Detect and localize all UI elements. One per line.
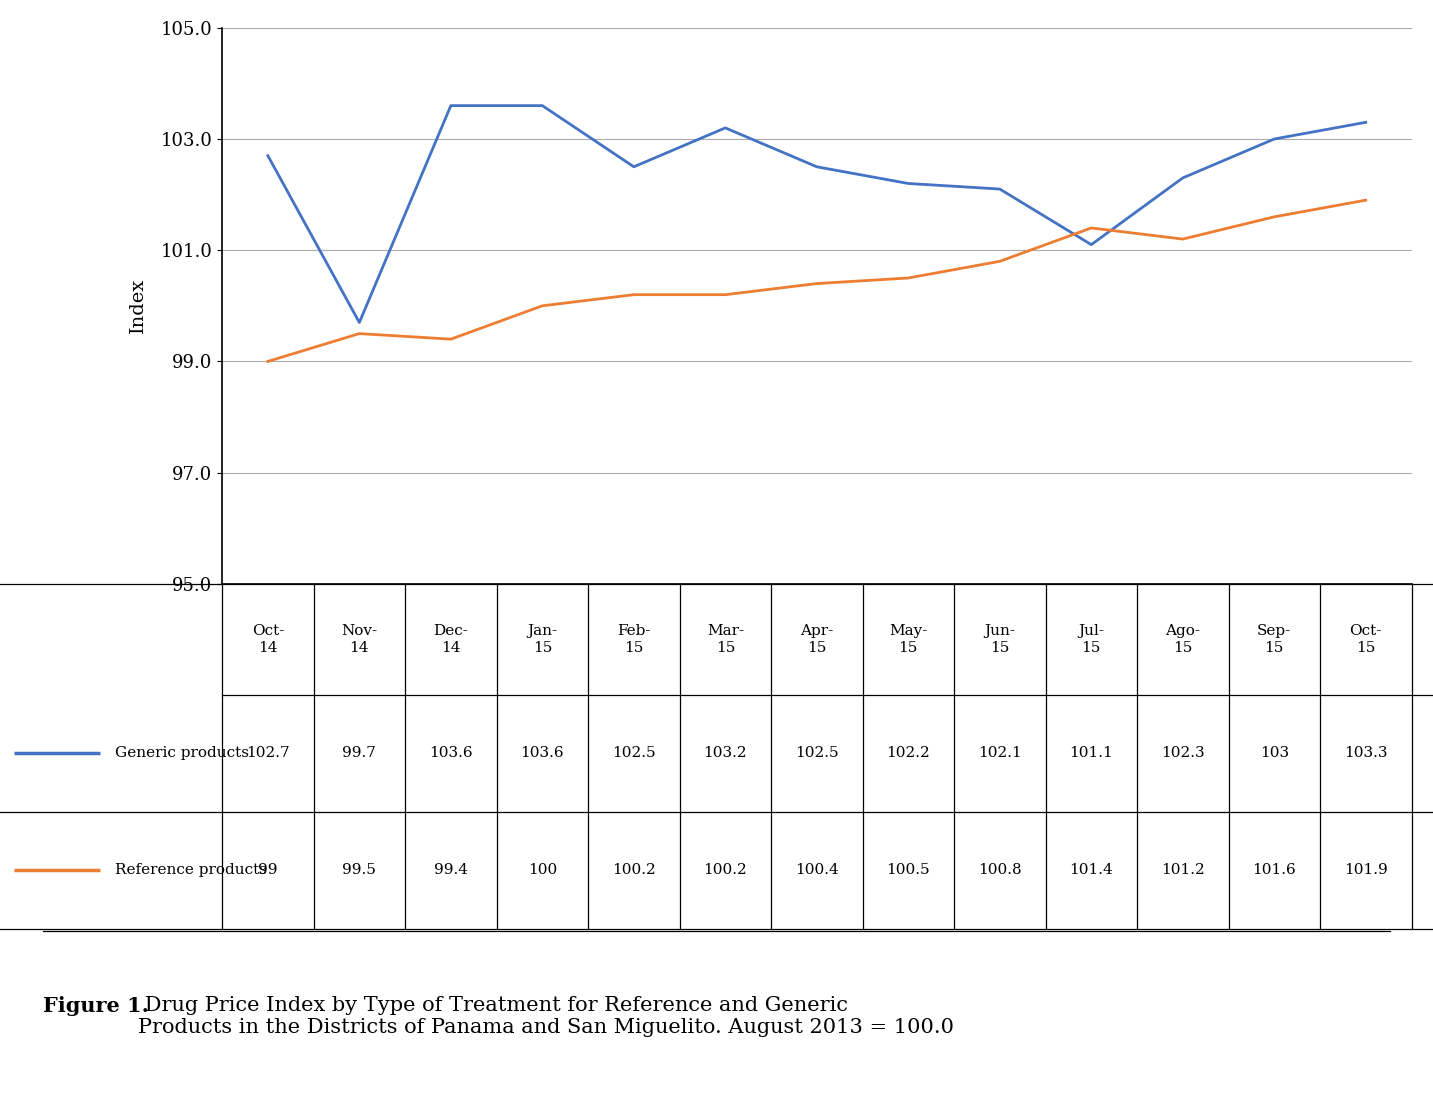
- Text: Oct-
14: Oct- 14: [252, 624, 284, 655]
- Text: 102.3: 102.3: [1161, 746, 1205, 761]
- Text: Jul-
15: Jul- 15: [1078, 624, 1105, 655]
- Text: 102.5: 102.5: [795, 746, 838, 761]
- Text: 102.5: 102.5: [612, 746, 656, 761]
- Text: 100.8: 100.8: [977, 863, 1022, 877]
- Y-axis label: Index: Index: [129, 278, 146, 334]
- Text: 99.4: 99.4: [434, 863, 467, 877]
- Text: Apr-
15: Apr- 15: [800, 624, 834, 655]
- Text: Jun-
15: Jun- 15: [984, 624, 1016, 655]
- Text: 100.4: 100.4: [795, 863, 838, 877]
- Text: Ago-
15: Ago- 15: [1165, 624, 1201, 655]
- Text: Feb-
15: Feb- 15: [618, 624, 651, 655]
- Text: 102.7: 102.7: [246, 746, 289, 761]
- Text: Drug Price Index by Type of Treatment for Reference and Generic
Products in the : Drug Price Index by Type of Treatment fo…: [138, 996, 953, 1037]
- Text: Jan-
15: Jan- 15: [527, 624, 557, 655]
- Text: 101.4: 101.4: [1069, 863, 1113, 877]
- Text: Sep-
15: Sep- 15: [1257, 624, 1291, 655]
- Text: 99: 99: [258, 863, 278, 877]
- Text: 101.9: 101.9: [1344, 863, 1387, 877]
- Text: Figure 1.: Figure 1.: [43, 996, 149, 1016]
- Text: 99.5: 99.5: [342, 863, 377, 877]
- Text: 102.2: 102.2: [887, 746, 930, 761]
- Text: Dec-
14: Dec- 14: [433, 624, 469, 655]
- Text: 102.1: 102.1: [977, 746, 1022, 761]
- Text: Mar-
15: Mar- 15: [706, 624, 744, 655]
- Text: 100.2: 100.2: [612, 863, 656, 877]
- Text: 103.2: 103.2: [704, 746, 747, 761]
- Text: Generic products: Generic products: [115, 746, 249, 761]
- Text: 101.6: 101.6: [1252, 863, 1295, 877]
- Text: Oct-
15: Oct- 15: [1350, 624, 1381, 655]
- Text: Nov-
14: Nov- 14: [341, 624, 377, 655]
- Text: 101.2: 101.2: [1161, 863, 1205, 877]
- Text: May-
15: May- 15: [888, 624, 927, 655]
- Text: 101.1: 101.1: [1069, 746, 1113, 761]
- Text: 103.6: 103.6: [428, 746, 473, 761]
- Text: Reference products: Reference products: [115, 863, 267, 877]
- Text: 103.6: 103.6: [520, 746, 565, 761]
- Text: 99.7: 99.7: [342, 746, 377, 761]
- Text: 100.5: 100.5: [887, 863, 930, 877]
- Text: 103.3: 103.3: [1344, 746, 1387, 761]
- Text: 103: 103: [1260, 746, 1288, 761]
- Text: 100.2: 100.2: [704, 863, 747, 877]
- Text: 100: 100: [527, 863, 557, 877]
